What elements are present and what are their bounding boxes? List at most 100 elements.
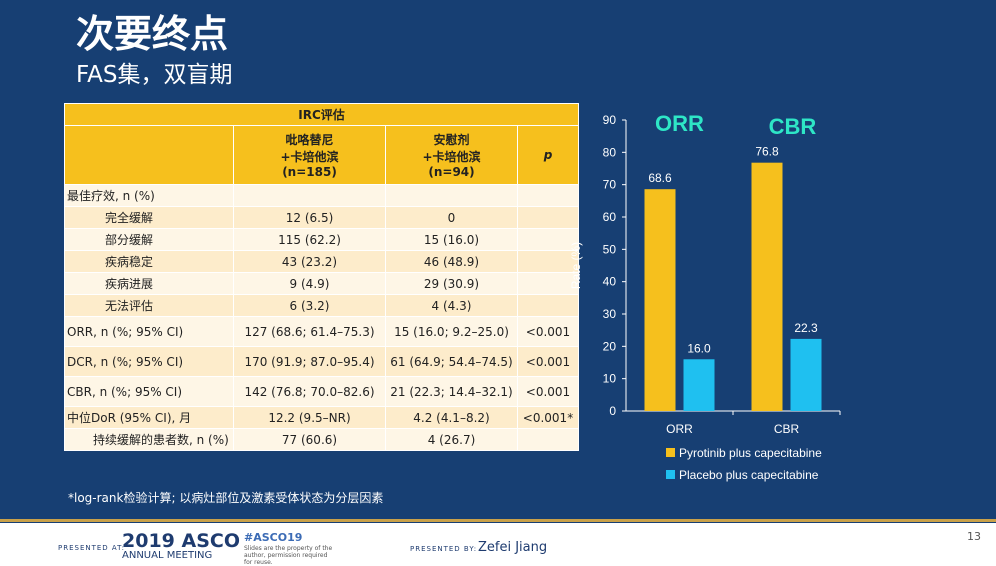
cell-placebo: 61 (64.9; 54.4–74.5) <box>385 346 518 377</box>
column-header-pyrotinib: 吡咯替尼 +卡培他滨 (n=185) <box>233 125 386 185</box>
row-label: 疾病稳定 <box>64 250 234 273</box>
row-label: 部分缓解 <box>64 228 234 251</box>
cell-placebo: 46 (48.9) <box>385 250 518 273</box>
cell-pyrotinib: 12 (6.5) <box>233 206 386 229</box>
y-tick-label: 60 <box>603 210 617 224</box>
cell-placebo: 4.2 (4.1–8.2) <box>385 406 518 429</box>
column-header-placebo: 安慰剂 +卡培他滨 (n=94) <box>385 125 518 185</box>
cell-pyrotinib: 127 (68.6; 61.4–75.3) <box>233 316 386 347</box>
cell-placebo: 15 (16.0) <box>385 228 518 251</box>
row-label: DCR, n (%; 95% CI) <box>64 346 234 377</box>
cell-p <box>517 250 579 273</box>
y-tick-label: 0 <box>609 404 616 418</box>
cell-placebo: 4 (4.3) <box>385 294 518 317</box>
cell-p <box>517 206 579 229</box>
bar-cbr-placebo <box>790 338 822 411</box>
tagline: Slides are the property of the author, p… <box>244 545 333 566</box>
cell-pyrotinib: 12.2 (9.5–NR) <box>233 406 386 429</box>
y-tick-label: 50 <box>603 242 617 256</box>
y-tick-label: 10 <box>603 372 617 386</box>
y-tick-label: 20 <box>603 339 617 353</box>
cell-pyrotinib: 6 (3.2) <box>233 294 386 317</box>
cell-placebo: 0 <box>385 206 518 229</box>
table-row: 疾病稳定 43 (23.2) 46 (48.9) <box>64 250 579 273</box>
y-tick-label: 90 <box>603 113 617 127</box>
table-group-header: IRC评估 <box>64 103 579 126</box>
cell-pyrotinib: 170 (91.9; 87.0–95.4) <box>233 346 386 377</box>
table-row: 无法评估 6 (3.2) 4 (4.3) <box>64 294 579 317</box>
table-row: 疾病进展 9 (4.9) 29 (30.9) <box>64 272 579 295</box>
presenter-name: Zefei Jiang <box>478 540 548 555</box>
cell-p: <0.001 <box>517 376 579 407</box>
footnote: *log-rank检验计算; 以病灶部位及激素受体状态为分层因素 <box>68 491 384 505</box>
y-tick-label: 30 <box>603 307 617 321</box>
table-row: 最佳疗效, n (%) <box>64 184 579 207</box>
row-label: 最佳疗效, n (%) <box>64 184 234 207</box>
table-column-header-row: 吡咯替尼 +卡培他滨 (n=185) 安慰剂 +卡培他滨 (n=94) p <box>64 125 579 185</box>
asco-annual-meeting: ANNUAL MEETING <box>122 550 213 561</box>
x-tick-label: CBR <box>774 422 800 436</box>
column-header-p: p <box>517 125 579 185</box>
table-row: 持续缓解的患者数, n (%) 77 (60.6) 4 (26.7) <box>64 428 579 451</box>
table-row: 完全缓解 12 (6.5) 0 <box>64 206 579 229</box>
row-label: ORR, n (%; 95% CI) <box>64 316 234 347</box>
gold-divider <box>0 519 996 522</box>
cell-placebo: 29 (30.9) <box>385 272 518 295</box>
hashtag: #ASCO19 <box>244 531 303 544</box>
legend-label: Pyrotinib plus capecitabine <box>679 446 822 460</box>
group-title-cbr: CBR <box>769 114 817 139</box>
x-tick-label: ORR <box>666 422 693 436</box>
row-label: 完全缓解 <box>64 206 234 229</box>
y-axis-label: Rate (%) <box>569 242 583 289</box>
y-tick-label: 40 <box>603 275 617 289</box>
cell-placebo: 15 (16.0; 9.2–25.0) <box>385 316 518 347</box>
legend-swatch <box>666 448 675 457</box>
bar-value-label: 76.8 <box>755 145 779 159</box>
cell-p <box>517 184 579 207</box>
bar-value-label: 22.3 <box>794 321 818 335</box>
row-label: 中位DoR (95% CI), 月 <box>64 406 234 429</box>
bar-cbr-pyrotinib <box>751 162 783 411</box>
presented-at-label: PRESENTED AT: <box>58 544 126 552</box>
group-title-orr: ORR <box>655 111 704 136</box>
table-row: 中位DoR (95% CI), 月 12.2 (9.5–NR) 4.2 (4.1… <box>64 406 579 429</box>
cell-p <box>517 228 579 251</box>
cell-pyrotinib: 142 (76.8; 70.0–82.6) <box>233 376 386 407</box>
presented-by-label: PRESENTED BY: <box>410 545 478 553</box>
row-label: 疾病进展 <box>64 272 234 295</box>
page-number: 13 <box>967 530 981 543</box>
cell-pyrotinib: 77 (60.6) <box>233 428 386 451</box>
y-tick-label: 80 <box>603 145 617 159</box>
cell-placebo: 4 (26.7) <box>385 428 518 451</box>
cell-p: <0.001 <box>517 316 579 347</box>
cell-pyrotinib: 9 (4.9) <box>233 272 386 295</box>
bar-value-label: 68.6 <box>648 171 672 185</box>
table-row: 部分缓解 115 (62.2) 15 (16.0) <box>64 228 579 251</box>
cell-pyrotinib: 43 (23.2) <box>233 250 386 273</box>
table-group-header-row: IRC评估 <box>64 103 579 126</box>
bar-chart: 0 10 20 30 40 50 60 70 80 90 Rate (%) 68.6 16.0 ORR OR… <box>569 111 841 482</box>
bar-orr-placebo <box>683 359 715 411</box>
table-empty-header <box>64 125 234 185</box>
bar-orr-pyrotinib <box>644 189 676 411</box>
results-table: IRC评估 吡咯替尼 +卡培他滨 (n=185) 安慰剂 +卡培他滨 (n=94… <box>64 103 579 451</box>
cell-placebo <box>385 184 518 207</box>
y-tick-label: 70 <box>603 178 617 192</box>
table-row: ORR, n (%; 95% CI) 127 (68.6; 61.4–75.3)… <box>64 316 579 347</box>
cell-p <box>517 272 579 295</box>
cell-p <box>517 428 579 451</box>
table-row: CBR, n (%; 95% CI) 142 (76.8; 70.0–82.6)… <box>64 376 579 407</box>
cell-p: <0.001 <box>517 346 579 377</box>
row-label: 持续缓解的患者数, n (%) <box>64 428 234 451</box>
cell-placebo: 21 (22.3; 14.4–32.1) <box>385 376 518 407</box>
slide-title: 次要终点 <box>76 12 229 56</box>
cell-pyrotinib <box>233 184 386 207</box>
legend-label: Placebo plus capecitabine <box>679 468 819 482</box>
cell-pyrotinib: 115 (62.2) <box>233 228 386 251</box>
legend-swatch <box>666 470 675 479</box>
bar-value-label: 16.0 <box>687 341 711 355</box>
slide-subtitle: FAS集，双盲期 <box>76 62 233 88</box>
asco-logo-text: 2019 ASCO <box>122 530 240 552</box>
row-label: CBR, n (%; 95% CI) <box>64 376 234 407</box>
row-label: 无法评估 <box>64 294 234 317</box>
